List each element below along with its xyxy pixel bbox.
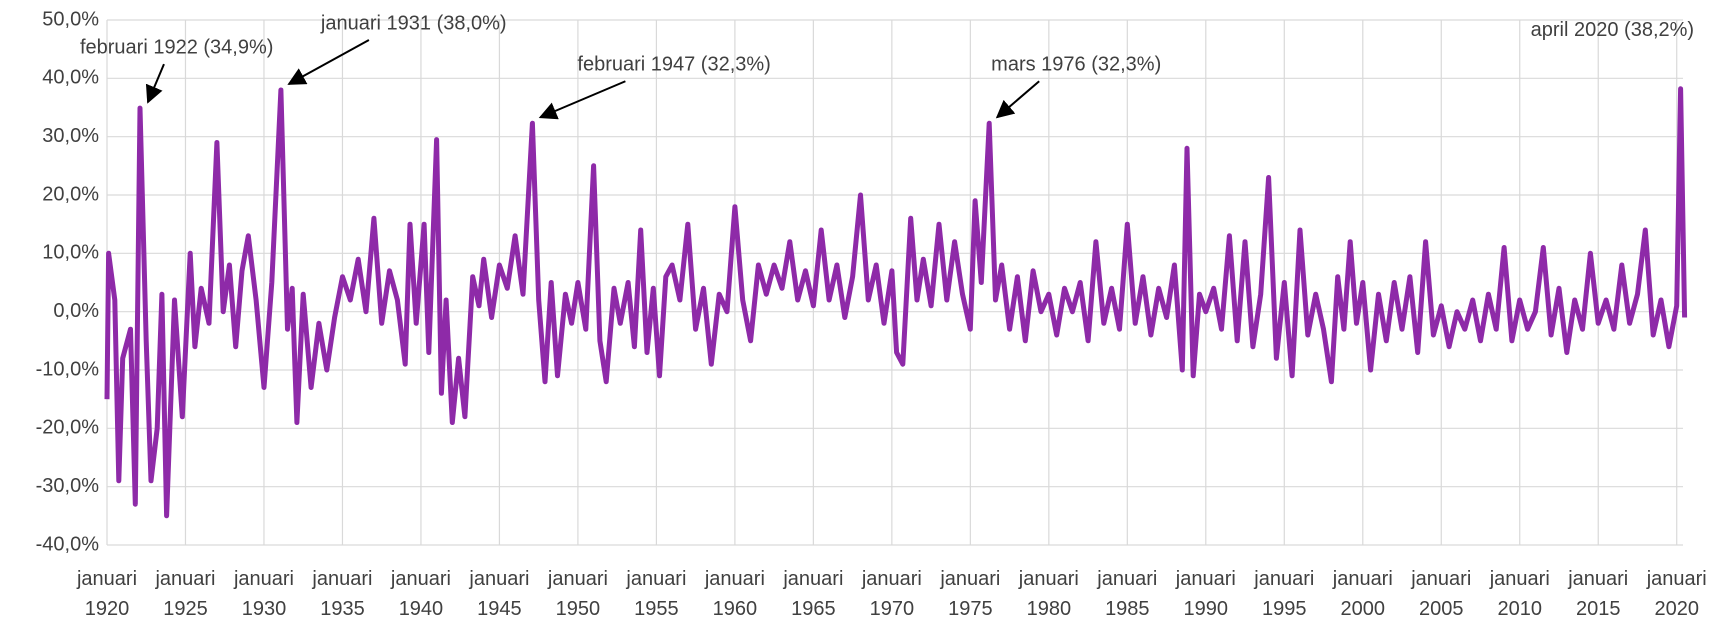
- x-tick-label: januari 1935: [311, 568, 372, 620]
- x-tick-label: januari 1955: [625, 568, 686, 620]
- y-tick-label: 30,0%: [42, 125, 99, 147]
- x-tick-label: januari 1930: [233, 568, 294, 620]
- annotation: mars 1976 (32,3%): [991, 54, 1161, 76]
- x-tick-label: januari 2020: [1646, 568, 1707, 620]
- x-tick-label: januari 1945: [468, 568, 529, 620]
- x-tick-label: januari 2005: [1410, 568, 1471, 620]
- line-series: [104, 86, 1688, 519]
- x-tick-label: januari 1925: [154, 568, 215, 620]
- x-tick-label: januari 1995: [1253, 568, 1314, 620]
- x-tick-label: januari 1920: [76, 568, 137, 620]
- x-tick-label: januari 1940: [390, 568, 451, 620]
- annotation-arrow: [287, 39, 370, 85]
- x-tick-label: januari 1950: [547, 568, 608, 620]
- y-tick-label: -10,0%: [36, 358, 100, 380]
- annotation-arrow: [145, 63, 165, 104]
- x-tick-label: januari 1980: [1018, 568, 1079, 620]
- x-tick-label: januari 2015: [1567, 568, 1628, 620]
- y-tick-label: -30,0%: [36, 475, 100, 497]
- y-tick-label: 40,0%: [42, 67, 99, 89]
- annotation-arrow: [995, 80, 1040, 119]
- y-tick-label: -40,0%: [36, 533, 100, 555]
- y-tick-label: -20,0%: [36, 417, 100, 439]
- x-tick-label: januari 1965: [782, 568, 843, 620]
- y-tick-label: 0,0%: [53, 300, 99, 322]
- y-tick-label: 50,0%: [42, 8, 99, 30]
- annotation-arrow: [538, 80, 626, 120]
- x-tick-label: januari 2000: [1332, 568, 1393, 620]
- y-tick-label: 20,0%: [42, 183, 99, 205]
- annotation: april 2020 (38,2%): [1531, 19, 1694, 41]
- x-tick-label: januari 1985: [1096, 568, 1157, 620]
- annotation: januari 1931 (38,0%): [320, 12, 507, 34]
- x-tick-label: januari 1990: [1175, 568, 1236, 620]
- x-tick-label: januari 2010: [1489, 568, 1550, 620]
- annotation: februari 1947 (32,3%): [577, 54, 770, 76]
- x-tick-label: januari 1970: [861, 568, 922, 620]
- annotation: februari 1922 (34,9%): [80, 36, 273, 58]
- x-tick-label: januari 1975: [939, 568, 1000, 620]
- x-tick-label: januari 1960: [704, 568, 765, 620]
- y-tick-label: 10,0%: [42, 242, 99, 264]
